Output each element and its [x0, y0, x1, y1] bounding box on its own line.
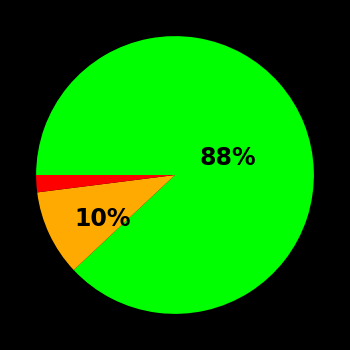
Wedge shape	[36, 175, 175, 192]
Wedge shape	[36, 36, 314, 314]
Text: 88%: 88%	[199, 146, 256, 170]
Text: 10%: 10%	[75, 208, 131, 231]
Wedge shape	[37, 175, 175, 270]
